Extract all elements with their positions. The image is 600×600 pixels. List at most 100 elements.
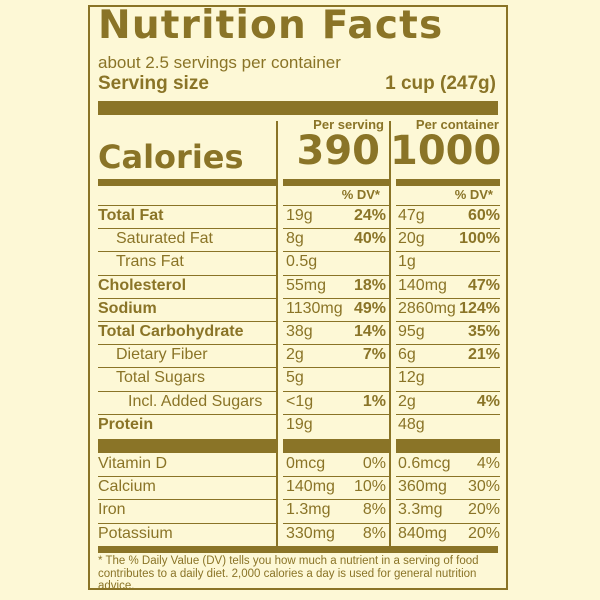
row-rule — [283, 297, 389, 299]
nutrient-name: Iron — [98, 501, 126, 519]
nutrient-row: Total Carbohydrate 38g 14% 95g 35% — [90, 321, 506, 344]
amount-per-serving: 1.3mg — [286, 501, 331, 519]
amount-per-serving: 8g — [286, 230, 304, 248]
amount-per-serving: 19g — [286, 415, 313, 433]
amount-per-serving: 140mg — [286, 478, 335, 496]
amount-per-container: 360mg — [398, 478, 447, 496]
dv-per-container: 20% — [467, 524, 500, 542]
amount-per-container: 48g — [398, 415, 425, 433]
dv-per-serving: 1% — [362, 392, 386, 410]
calories-per-container: 1000 — [390, 128, 502, 174]
amount-per-container: 12g — [398, 369, 425, 387]
nutrient-name: Incl. Added Sugars — [128, 392, 263, 410]
amount-per-serving: 5g — [286, 369, 304, 387]
amount-per-container: 840mg — [398, 524, 447, 542]
row-rule — [283, 499, 389, 501]
amount-per-container: 3.3mg — [398, 501, 443, 519]
per-serving-header: Per serving — [313, 117, 384, 132]
dv-per-container: 47% — [467, 276, 500, 294]
nutrient-name: Potassium — [98, 524, 173, 542]
nutrient-row: Protein 19g 48g — [90, 413, 506, 437]
dv-header-serving: % DV* — [341, 187, 380, 202]
dv-per-serving: 8% — [362, 524, 386, 542]
dv-per-serving: 8% — [362, 501, 386, 519]
nutrient-row: Total Fat 19g 24% 47g 60% — [90, 205, 506, 228]
dv-per-serving: 0% — [362, 455, 386, 472]
nutrient-name: Cholesterol — [98, 276, 187, 294]
dv-per-container: 124% — [459, 299, 500, 317]
nutrient-name: Total Fat — [98, 207, 164, 224]
dv-per-serving: 49% — [353, 299, 386, 317]
row-rule — [98, 274, 276, 276]
row-rule — [396, 228, 500, 230]
nutrient-row: Trans Fat 0.5g 1g — [90, 251, 506, 274]
dv-per-container: 21% — [467, 346, 500, 364]
divider-footnote — [98, 546, 498, 553]
dv-per-container: 35% — [467, 323, 500, 340]
dv-per-serving: 7% — [362, 346, 386, 364]
nutrient-name: Trans Fat — [116, 253, 184, 271]
dv-per-serving: 24% — [353, 207, 386, 224]
row-rule — [98, 297, 276, 299]
column-divider-serving — [276, 121, 278, 548]
vitamin-row: Vitamin D 0mcg 0% 0.6mcg 4% — [90, 453, 506, 476]
dv-per-serving: 18% — [353, 276, 386, 294]
nutrient-name: Protein — [98, 415, 154, 433]
divider-vitamins-serving — [283, 439, 389, 453]
serving-size-value: 1 cup (247g) — [385, 73, 496, 94]
nutrient-name: Dietary Fiber — [116, 346, 208, 364]
dv-per-serving: 14% — [353, 323, 386, 340]
amount-per-serving: 330mg — [286, 524, 335, 542]
vitamin-row: Iron 1.3mg 8% 3.3mg 20% — [90, 499, 506, 522]
amount-per-serving: 1130mg — [286, 299, 343, 317]
label-title: Nutrition Facts — [98, 5, 444, 48]
row-rule — [98, 205, 276, 206]
dv-header-container: % DV* — [454, 187, 493, 202]
row-rule — [98, 499, 276, 501]
divider-calories-container — [396, 179, 500, 186]
servings-per-container: about 2.5 servings per container — [98, 53, 341, 72]
row-rule — [396, 367, 500, 369]
divider-vitamins — [98, 439, 276, 453]
footnote: * The % Daily Value (DV) tells you how m… — [98, 555, 479, 590]
amount-per-container: 2860mg — [398, 299, 456, 317]
vitamin-row: Calcium 140mg 10% 360mg 30% — [90, 476, 506, 499]
amount-per-serving: 0mcg — [286, 455, 326, 472]
row-rule — [396, 205, 500, 206]
amount-per-container: 0.6mcg — [398, 455, 451, 472]
row-rule — [98, 367, 276, 369]
row-rule — [283, 522, 389, 524]
row-rule — [98, 413, 276, 415]
row-rule — [396, 390, 500, 392]
nutrient-name: Total Sugars — [116, 369, 205, 387]
row-rule — [396, 251, 500, 253]
row-rule — [396, 499, 500, 501]
row-rule — [283, 476, 389, 478]
row-rule — [283, 228, 389, 230]
row-rule — [98, 390, 276, 392]
nutrition-facts-panel: Nutrition Facts about 2.5 servings per c… — [88, 5, 508, 590]
row-rule — [283, 321, 389, 322]
per-container-header: Per container — [415, 117, 499, 132]
amount-per-container: 95g — [398, 323, 425, 340]
vitamin-row: Potassium 330mg 8% 840mg 20% — [90, 522, 506, 546]
serving-size-label: Serving size — [98, 73, 209, 94]
row-rule — [396, 413, 500, 415]
nutrient-row: Sodium 1130mg 49% 2860mg 124% — [90, 297, 506, 321]
divider-vitamins-container — [396, 439, 500, 453]
row-rule — [283, 390, 389, 392]
nutrient-row: Dietary Fiber 2g 7% 6g 21% — [90, 344, 506, 367]
row-rule — [283, 413, 389, 415]
nutrient-row: Total Sugars 5g 12g — [90, 367, 506, 390]
amount-per-container: 47g — [398, 207, 425, 224]
divider-thick — [98, 101, 498, 115]
row-rule — [396, 344, 500, 346]
dv-per-container: 20% — [467, 501, 500, 519]
row-rule — [98, 522, 276, 524]
column-divider-container — [389, 121, 391, 548]
dv-per-serving: 10% — [353, 478, 386, 496]
divider-calories — [98, 179, 276, 186]
row-rule — [283, 205, 389, 206]
row-rule — [396, 321, 500, 322]
row-rule — [283, 251, 389, 253]
